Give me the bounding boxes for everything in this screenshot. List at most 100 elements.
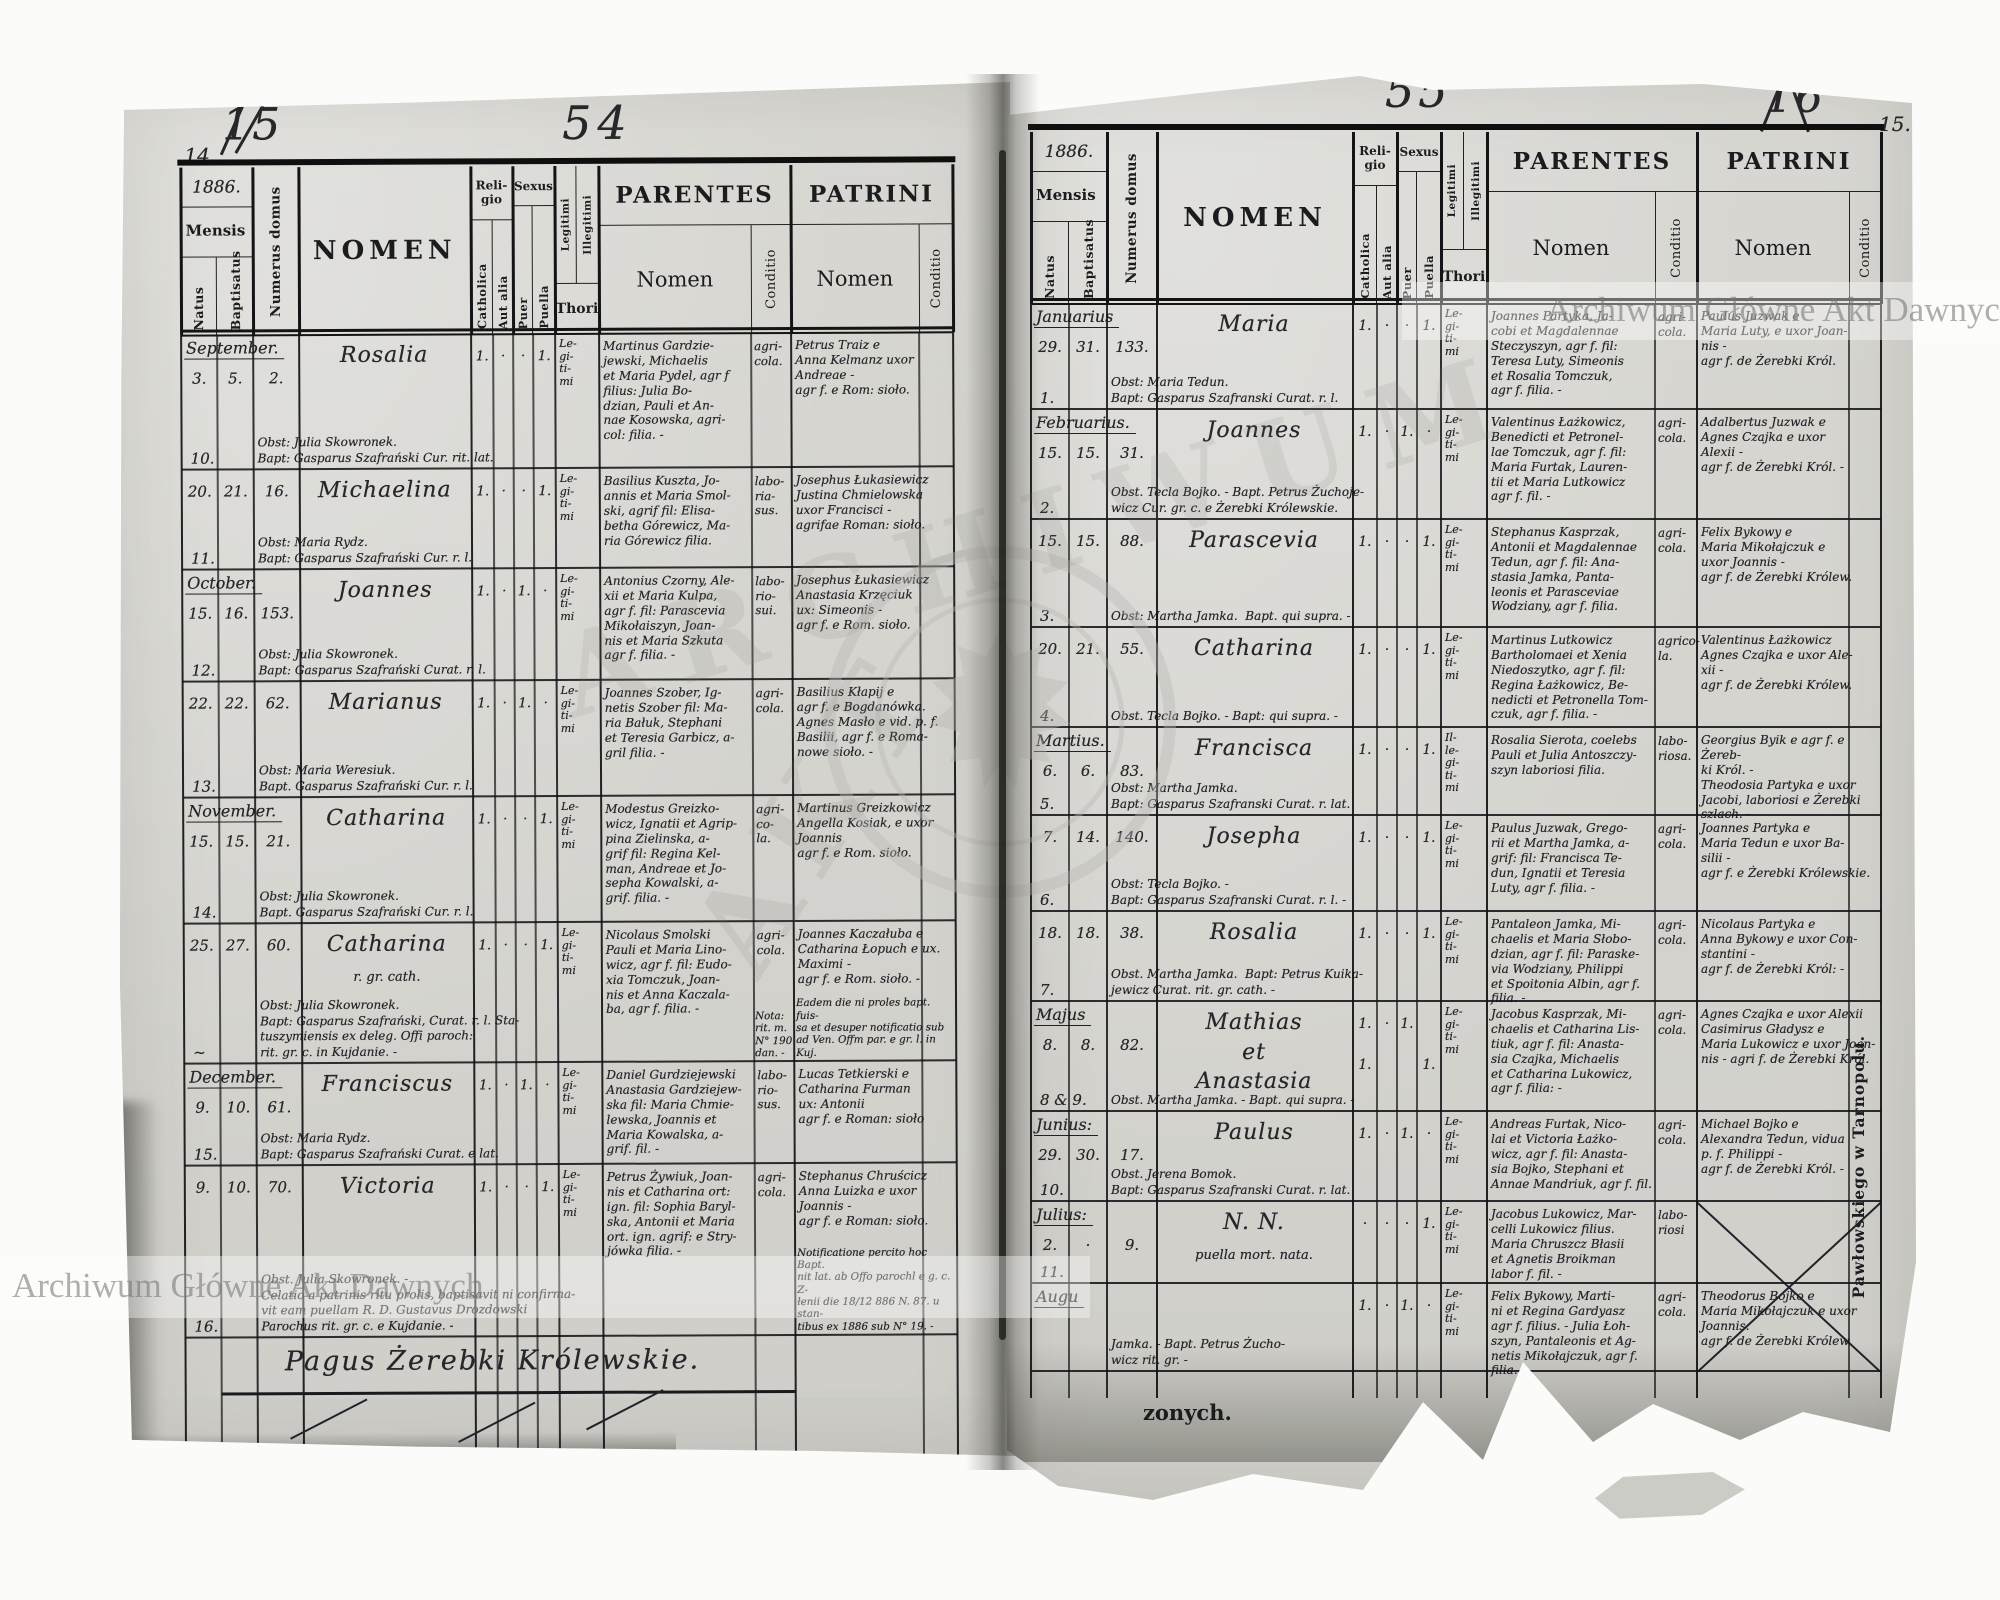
cell-house-number: 21. xyxy=(266,832,291,851)
cell-conditio-note: Nota: rit. m. N° 190 dan. - xyxy=(755,1010,793,1060)
cell-sequence-number: 11. xyxy=(1040,1263,1064,1281)
cell-sexus-puella: 1. xyxy=(1422,830,1436,846)
cell-religio-aut-alia: · xyxy=(1384,318,1390,334)
cell-religio-catholica: 1. xyxy=(477,695,491,712)
page-number-left: 54 xyxy=(562,95,633,150)
header-sexus: Sexus xyxy=(512,166,554,206)
header-column-rule xyxy=(1485,132,1489,304)
cell-patrini-text: Valentinus Łażkowicz Agnes Czajka e uxor… xyxy=(1701,633,1853,692)
cell-parentes-text: Martinus Lutkowicz Bartholomaei et Xenia… xyxy=(1491,633,1648,722)
cell-patrini-text: Nicolaus Partyka e Anna Bykowy e uxor Co… xyxy=(1701,917,1858,976)
cell-thori: Le- gi- ti- mi xyxy=(559,336,577,388)
cell-religio-aut-alia: · xyxy=(1384,424,1390,440)
row-separator xyxy=(1031,518,1881,520)
cell-baptisatus-day: 15. xyxy=(1076,444,1100,462)
cell-thori: Le- gi- ti- mi xyxy=(561,799,579,851)
cell-baptisatus-day: 5. xyxy=(228,369,243,388)
cell-sexus-puer: 1. xyxy=(518,695,532,712)
cell-religio-catholica: 1. xyxy=(479,1179,493,1196)
cell-baptisatus-day: 16. xyxy=(224,604,249,623)
cell-natus-day: 6. xyxy=(1042,762,1058,780)
cell-annotation: Obst: Maria Weresiuk. Bapt. Gasparus Sza… xyxy=(258,763,473,794)
table-row: Julius: 2. · 9. 11. N. N. puella mort. nata. · ·… xyxy=(1031,1202,1881,1284)
header-patrini-conditio: Conditio xyxy=(1849,192,1881,304)
cell-sexus-puella: · xyxy=(543,583,548,600)
row-separator xyxy=(1031,1000,1881,1002)
cell-annotation: Obst: Julia Skowronek. Bapt: Gasparus Sz… xyxy=(258,647,486,678)
cell-natus-day: 7. xyxy=(1042,828,1058,846)
cell-annotation: Obst. Tecla Bojko. - Bapt: qui supra. - xyxy=(1111,709,1338,724)
cell-house-number: 17. xyxy=(1120,1146,1144,1164)
cell-religio-aut-alia: · xyxy=(1384,534,1390,550)
table-row: 20. 21. 55. 4. Catharina 1. · · 1. Le- gi- ti- mi… xyxy=(1031,628,1881,728)
cell-parentes-conditio: agri- cola. xyxy=(1658,526,1687,555)
cell-sequence-number: 14. xyxy=(192,903,217,922)
cell-natus-day: 29. xyxy=(1038,338,1062,356)
cell-child-name: Catharina xyxy=(1194,636,1314,661)
cell-parentes-conditio: agri- cola. xyxy=(1658,416,1687,445)
cell-sexus-puella: · xyxy=(1426,1298,1432,1314)
cell-annotation: Jamka. - Bapt. Petrus Żucho- wicz rit. g… xyxy=(1111,1337,1286,1368)
header-aut-alia-label: Aut alia xyxy=(495,274,511,330)
header-religio: Reli- gio xyxy=(1353,132,1397,186)
cell-sexus-puer: · xyxy=(1404,926,1410,942)
cell-natus-day: 15. xyxy=(188,604,213,623)
cell-patrini-note: Notificatione percito hoc Bapt. nit lat.… xyxy=(797,1246,951,1333)
header-numerus-domus-label: Numerus domus xyxy=(1124,152,1140,284)
header-legitimi-label: Legitimi xyxy=(559,197,572,252)
cell-house-number: 60. xyxy=(266,936,291,955)
header-illegitimi-label: Illegitimi xyxy=(1469,160,1482,221)
cell-child-name: Joannes xyxy=(1206,418,1302,443)
header-natus: Natus xyxy=(1031,222,1069,304)
cell-thori: Le- gi- ti- mi xyxy=(560,683,579,735)
cell-sexus-puella: 1. xyxy=(1422,642,1436,658)
cell-baptisatus-day: 6. xyxy=(1080,762,1096,780)
cell-sequence-number: 10. xyxy=(1040,1181,1064,1199)
cell-patrini-text: Georgius Byik e agr f. e Żereb- ki Król.… xyxy=(1701,733,1861,822)
right-page: 55 16 15. 1886.Mensis Natus Baptisatus Nume… xyxy=(1007,76,1916,1500)
cell-thori: Le- gi- ti- mi xyxy=(1445,819,1463,870)
cell-house-number: 88. xyxy=(1120,532,1144,550)
cell-sexus-puella: · xyxy=(545,1077,550,1094)
cell-house-number: 133. xyxy=(1115,338,1149,356)
cell-house-number: 153. xyxy=(260,604,295,623)
cell-patrini-text: Agnes Czajka e uxor Alexii Casimirus Gła… xyxy=(1701,1007,1876,1066)
cell-religio-catholica: 1. xyxy=(476,583,490,600)
cell-annotation: Obst. Julia Skowronek. - Celatio a patri… xyxy=(261,1271,576,1334)
cell-patrini-text: Lucas Tetkierski e Catharina Furman ux: … xyxy=(798,1066,925,1126)
header-column-rule xyxy=(951,164,955,332)
register-table-right: 1886. Mensis Natus Baptisatus Numerus domus N… xyxy=(1028,124,1884,1432)
cell-sexus-puella: 1. xyxy=(1422,1216,1436,1232)
header-patrini-conditio: Conditio xyxy=(919,224,953,332)
header-puer: Puer xyxy=(1397,172,1417,304)
cell-natus-day: 20. xyxy=(187,482,212,501)
header-catholica-label: Catholica xyxy=(1357,233,1372,299)
column-rule xyxy=(1351,304,1355,1398)
cell-thori: Le- gi- ti- mi xyxy=(562,1065,580,1117)
cell-child-name: Parascevia xyxy=(1189,528,1319,553)
cell-patrini-text: Basilius Kłapij e agr f. e Bogdanówka. A… xyxy=(796,684,939,759)
header-legitimi: Legitimi xyxy=(1441,132,1464,250)
cell-child-name: Josepha xyxy=(1206,824,1302,849)
cell-sexus-puella: 1. xyxy=(541,1179,555,1196)
cell-parentes-text: Antonius Czorny, Ale- xii et Maria Kulpa… xyxy=(604,573,735,663)
cell-religio-aut-alia: · xyxy=(1384,1298,1390,1314)
cell-month: Junius: xyxy=(1034,1115,1099,1136)
cell-baptisatus-day: 22. xyxy=(224,694,249,713)
cell-parentes-text: Jacobus Kasprzak, Mi- chaelis et Cathari… xyxy=(1491,1007,1640,1096)
header-mensis: Mensis xyxy=(1031,172,1107,222)
cell-natus-day: 22. xyxy=(188,694,213,713)
cell-sexus-puer: · xyxy=(521,348,526,365)
cell-sequence-number: 15. xyxy=(193,1145,218,1164)
column-rule xyxy=(1155,304,1159,1398)
cell-natus-day: 2. xyxy=(1042,1236,1058,1254)
header-puer-label: Puer xyxy=(1399,266,1414,299)
table-top-border xyxy=(1028,124,1884,130)
cell-religio-aut-alia: · xyxy=(1384,742,1390,758)
cell-religio-aut-alia: · xyxy=(1384,642,1390,658)
cell-parentes-conditio: agri- cola. xyxy=(1658,918,1687,947)
cell-annotation: Obst: Martha Jamka. Bapt. qui supra. - xyxy=(1111,609,1351,624)
cell-thori: Le- gi- ti- mi xyxy=(1445,631,1463,682)
column-rule xyxy=(1029,304,1033,1398)
